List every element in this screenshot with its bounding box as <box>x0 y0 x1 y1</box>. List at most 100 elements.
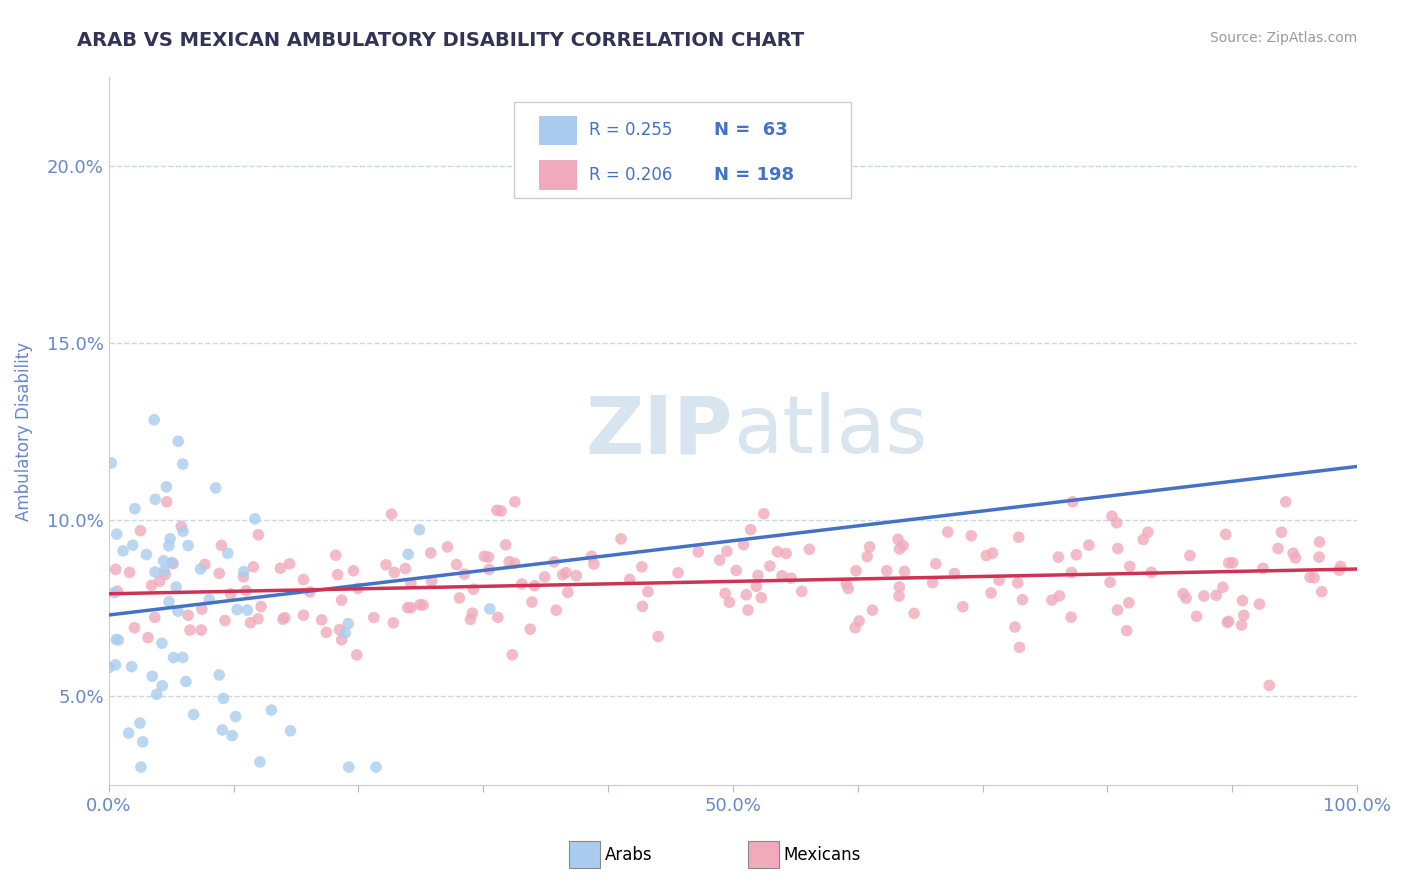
Point <box>745 579 768 593</box>
Point <box>501 648 523 662</box>
Point <box>198 592 221 607</box>
Point <box>887 589 910 603</box>
Point <box>156 495 179 509</box>
Point <box>889 541 911 556</box>
Point <box>733 538 755 552</box>
Point <box>1303 571 1326 585</box>
Point <box>988 573 1011 587</box>
Point <box>1274 495 1296 509</box>
Point <box>1011 592 1033 607</box>
Point <box>225 709 247 723</box>
Point <box>152 554 174 568</box>
Point <box>747 568 769 582</box>
Point <box>149 574 172 589</box>
Point <box>232 565 254 579</box>
Point <box>292 573 315 587</box>
Point <box>1308 550 1330 565</box>
Point <box>150 636 173 650</box>
Point <box>375 558 398 572</box>
Point <box>100 456 122 470</box>
Point <box>557 585 579 599</box>
Point <box>124 621 146 635</box>
Point <box>105 632 128 647</box>
Point <box>342 564 364 578</box>
Point <box>159 532 181 546</box>
Point <box>243 512 266 526</box>
Point <box>1233 608 1256 623</box>
Point <box>1132 533 1154 547</box>
Point <box>453 567 475 582</box>
Point <box>150 679 173 693</box>
Point <box>835 576 858 591</box>
Point <box>247 527 270 541</box>
Point <box>412 598 434 612</box>
Point <box>107 584 129 599</box>
Point <box>1249 597 1271 611</box>
Point <box>242 560 264 574</box>
Point <box>709 553 731 567</box>
Point <box>1215 527 1237 541</box>
Point <box>844 621 866 635</box>
Point <box>477 550 499 565</box>
Point <box>1060 566 1083 580</box>
Point <box>980 586 1002 600</box>
Y-axis label: Ambulatory Disability: Ambulatory Disability <box>15 342 32 521</box>
Point <box>1175 591 1198 606</box>
Point <box>859 540 882 554</box>
Point <box>925 557 948 571</box>
Point <box>337 760 360 774</box>
Text: N = 198: N = 198 <box>714 166 794 184</box>
Point <box>172 650 194 665</box>
Point <box>581 549 603 564</box>
Point <box>204 481 226 495</box>
Point <box>582 557 605 571</box>
Point <box>889 580 911 594</box>
Point <box>273 610 295 624</box>
Point <box>118 566 141 580</box>
Point <box>1047 550 1070 565</box>
Point <box>399 600 422 615</box>
Point <box>141 669 163 683</box>
Point <box>503 495 526 509</box>
Point <box>1299 570 1322 584</box>
Point <box>141 578 163 592</box>
Point <box>235 583 257 598</box>
Point <box>1066 548 1088 562</box>
Point <box>837 582 859 596</box>
Point <box>380 507 402 521</box>
Point <box>167 434 190 449</box>
Point <box>725 564 748 578</box>
Point <box>396 547 419 561</box>
Point <box>461 606 484 620</box>
Point <box>543 555 565 569</box>
Point <box>298 585 321 599</box>
Point <box>211 538 233 552</box>
Point <box>105 527 128 541</box>
Point <box>647 630 669 644</box>
Point <box>136 631 159 645</box>
Point <box>1060 610 1083 624</box>
Point <box>249 755 271 769</box>
Point <box>1118 596 1140 610</box>
Point <box>520 595 543 609</box>
Point <box>236 603 259 617</box>
Point <box>1251 561 1274 575</box>
Point <box>162 557 184 571</box>
Point <box>1330 559 1353 574</box>
Point <box>325 548 347 562</box>
Point <box>936 524 959 539</box>
Point <box>346 648 368 662</box>
Point <box>510 577 533 591</box>
Point <box>523 579 546 593</box>
Point <box>1119 559 1142 574</box>
Point <box>247 612 270 626</box>
Point <box>221 729 243 743</box>
Point <box>335 625 357 640</box>
Point <box>780 571 803 585</box>
Point <box>239 615 262 630</box>
Point <box>1205 588 1227 602</box>
Point <box>1115 624 1137 638</box>
Point <box>214 614 236 628</box>
Point <box>330 632 353 647</box>
Point <box>409 598 432 612</box>
